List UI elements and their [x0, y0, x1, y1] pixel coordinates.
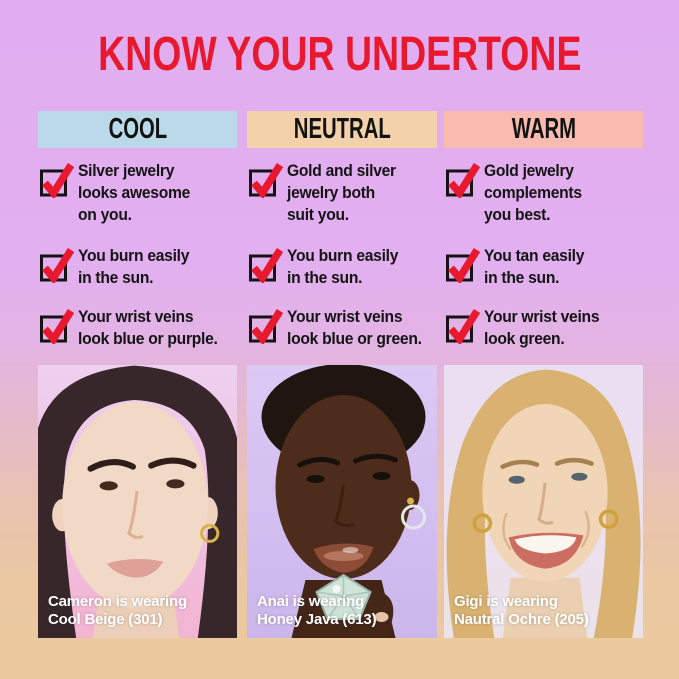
column-header-cool-label: COOL	[108, 113, 167, 145]
column-cool: COOL Silver jewelry looks awesome on you…	[38, 111, 237, 350]
checklist-item: Your wrist veins look blue or green.	[247, 302, 437, 350]
checklist-item: Silver jewelry looks awesome on you.	[38, 156, 237, 241]
checklist-warm: Gold jewelry complements you best. You t…	[444, 156, 643, 350]
model-photo-neutral: Anai is wearing Honey Java (613)	[247, 365, 437, 638]
gigi-portrait-illustration	[444, 365, 643, 638]
column-header-cool: COOL	[38, 111, 237, 148]
checklist-cool: Silver jewelry looks awesome on you. You…	[38, 156, 237, 350]
checklist-item: Gold and silver jewelry both suit you.	[247, 156, 437, 241]
checklist-item-text: Gold and silver jewelry both suit you.	[287, 161, 396, 224]
checklist-item: You burn easily in the sun.	[247, 241, 437, 302]
checked-checkbox-icon	[446, 309, 480, 344]
checklist-item: Your wrist veins look green.	[444, 302, 643, 350]
checklist-item: You tan easily in the sun.	[444, 241, 643, 302]
column-neutral: NEUTRAL Gold and silver jewelry both sui…	[247, 111, 437, 350]
column-header-warm: WARM	[444, 111, 643, 148]
checked-checkbox-icon	[249, 309, 283, 344]
checklist-item-text: You burn easily in the sun.	[287, 246, 399, 287]
column-warm: WARM Gold jewelry complements you best. …	[444, 111, 643, 350]
checked-checkbox-icon	[249, 163, 283, 198]
checklist-item-text: You tan easily in the sun.	[484, 246, 585, 287]
checklist-neutral: Gold and silver jewelry both suit you. Y…	[247, 156, 437, 350]
checked-checkbox-icon	[446, 163, 480, 198]
checked-checkbox-icon	[40, 309, 74, 344]
page-title-text: KNOW YOUR UNDERTONE	[97, 28, 582, 81]
model-photo-warm: Gigi is wearing Nautral Ochre (205)	[444, 365, 643, 638]
column-header-neutral: NEUTRAL	[247, 111, 437, 148]
checklist-item-text: You burn easily in the sun.	[78, 246, 190, 287]
checklist-item: Gold jewelry complements you best.	[444, 156, 643, 241]
page-title: KNOW YOUR UNDERTONE	[0, 28, 679, 81]
checklist-item-text: Your wrist veins look green.	[484, 307, 600, 348]
checked-checkbox-icon	[249, 248, 283, 283]
checklist-item-text: Gold jewelry complements you best.	[484, 161, 582, 224]
column-header-warm-label: WARM	[511, 113, 576, 145]
checklist-item: Your wrist veins look blue or purple.	[38, 302, 237, 350]
checked-checkbox-icon	[40, 163, 74, 198]
model-photo-cool: Cameron is wearing Cool Beige (301)	[38, 365, 237, 638]
checked-checkbox-icon	[446, 248, 480, 283]
checklist-item-text: Your wrist veins look blue or green.	[287, 307, 422, 348]
checklist-item: You burn easily in the sun.	[38, 241, 237, 302]
anai-portrait-illustration	[247, 365, 437, 638]
cameron-portrait-illustration	[38, 365, 237, 638]
column-header-neutral-label: NEUTRAL	[293, 113, 391, 145]
checklist-item-text: Silver jewelry looks awesome on you.	[78, 161, 191, 224]
photo-caption: Anai is wearing Honey Java (613)	[257, 592, 377, 629]
photo-caption: Cameron is wearing Cool Beige (301)	[48, 592, 187, 629]
photo-caption: Gigi is wearing Nautral Ochre (205)	[454, 592, 589, 629]
checked-checkbox-icon	[40, 248, 74, 283]
checklist-item-text: Your wrist veins look blue or purple.	[78, 307, 218, 348]
